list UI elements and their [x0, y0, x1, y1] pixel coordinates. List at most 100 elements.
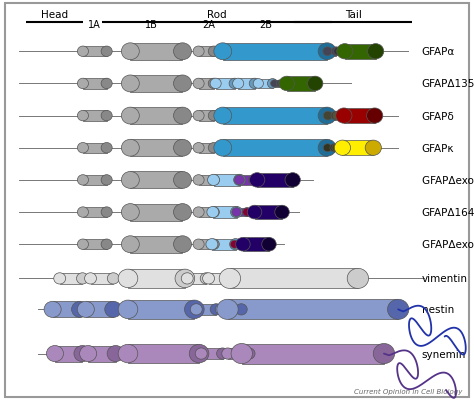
Ellipse shape	[249, 173, 265, 188]
Bar	[345, 45, 375, 60]
Ellipse shape	[230, 241, 239, 249]
Ellipse shape	[118, 300, 138, 319]
Text: GFAPΔ164: GFAPΔ164	[422, 208, 474, 217]
Text: Tail: Tail	[345, 10, 362, 20]
Bar	[130, 236, 182, 253]
Bar	[274, 81, 280, 88]
Bar	[199, 79, 214, 89]
Ellipse shape	[217, 348, 228, 359]
Ellipse shape	[330, 144, 338, 152]
Ellipse shape	[189, 344, 209, 363]
Bar	[213, 175, 239, 186]
Ellipse shape	[173, 44, 191, 61]
Bar	[83, 47, 107, 57]
Ellipse shape	[207, 207, 219, 218]
Ellipse shape	[323, 48, 332, 57]
Ellipse shape	[242, 208, 252, 217]
Ellipse shape	[118, 269, 138, 288]
Ellipse shape	[121, 44, 139, 61]
Ellipse shape	[101, 111, 112, 122]
Ellipse shape	[308, 77, 323, 91]
Ellipse shape	[279, 81, 285, 87]
Ellipse shape	[76, 273, 89, 284]
Bar	[130, 172, 182, 189]
Bar	[130, 140, 182, 157]
Bar	[83, 175, 107, 186]
Bar	[83, 111, 107, 122]
Text: Rod: Rod	[207, 10, 227, 20]
Bar	[83, 207, 107, 218]
Bar	[235, 241, 243, 249]
Bar	[199, 239, 214, 250]
Ellipse shape	[101, 79, 112, 89]
Bar	[88, 346, 116, 362]
Ellipse shape	[173, 140, 191, 157]
Ellipse shape	[44, 302, 61, 318]
Ellipse shape	[46, 346, 64, 362]
Ellipse shape	[72, 302, 89, 318]
Bar	[86, 302, 113, 318]
Bar	[258, 79, 273, 89]
Bar	[255, 206, 282, 219]
Ellipse shape	[219, 269, 240, 289]
Ellipse shape	[334, 48, 342, 56]
Bar	[239, 176, 254, 185]
Ellipse shape	[193, 47, 204, 57]
Ellipse shape	[222, 348, 234, 359]
Ellipse shape	[334, 141, 351, 156]
Ellipse shape	[184, 300, 204, 319]
Ellipse shape	[208, 143, 219, 154]
Bar	[199, 111, 214, 122]
Ellipse shape	[195, 348, 207, 359]
Bar	[130, 44, 182, 61]
Ellipse shape	[101, 239, 112, 250]
Ellipse shape	[202, 273, 215, 284]
Ellipse shape	[210, 79, 221, 89]
Ellipse shape	[193, 239, 204, 250]
Ellipse shape	[262, 238, 276, 251]
Ellipse shape	[271, 81, 278, 88]
Bar	[242, 344, 384, 364]
Bar	[342, 141, 374, 156]
Bar	[199, 175, 214, 186]
Ellipse shape	[373, 344, 394, 364]
Bar	[130, 204, 182, 221]
Ellipse shape	[333, 112, 342, 120]
Bar	[199, 143, 214, 154]
Bar	[223, 108, 327, 125]
Bar	[216, 79, 235, 89]
Bar	[337, 112, 343, 120]
Bar	[328, 48, 336, 57]
Ellipse shape	[229, 79, 240, 89]
Ellipse shape	[101, 143, 112, 154]
Bar	[238, 79, 255, 89]
Ellipse shape	[193, 175, 204, 186]
Ellipse shape	[77, 111, 89, 122]
Bar	[128, 269, 185, 288]
Bar	[130, 76, 182, 93]
Bar	[91, 273, 113, 284]
Ellipse shape	[74, 346, 91, 362]
Ellipse shape	[206, 239, 218, 250]
Ellipse shape	[248, 176, 259, 185]
Text: GFAPα: GFAPα	[422, 47, 455, 57]
Ellipse shape	[77, 207, 89, 218]
Ellipse shape	[77, 143, 89, 154]
Ellipse shape	[193, 207, 204, 218]
Bar	[187, 273, 206, 284]
Bar	[328, 144, 334, 152]
Ellipse shape	[77, 239, 89, 250]
Bar	[228, 348, 249, 359]
Ellipse shape	[331, 48, 341, 57]
Ellipse shape	[181, 273, 193, 284]
Bar	[128, 344, 199, 363]
Ellipse shape	[77, 47, 89, 57]
Ellipse shape	[215, 304, 228, 315]
Ellipse shape	[331, 112, 340, 121]
Text: 1A: 1A	[89, 20, 101, 30]
Ellipse shape	[347, 269, 369, 289]
Ellipse shape	[365, 141, 382, 156]
Bar	[199, 207, 214, 218]
Ellipse shape	[251, 209, 260, 217]
Ellipse shape	[121, 236, 139, 253]
